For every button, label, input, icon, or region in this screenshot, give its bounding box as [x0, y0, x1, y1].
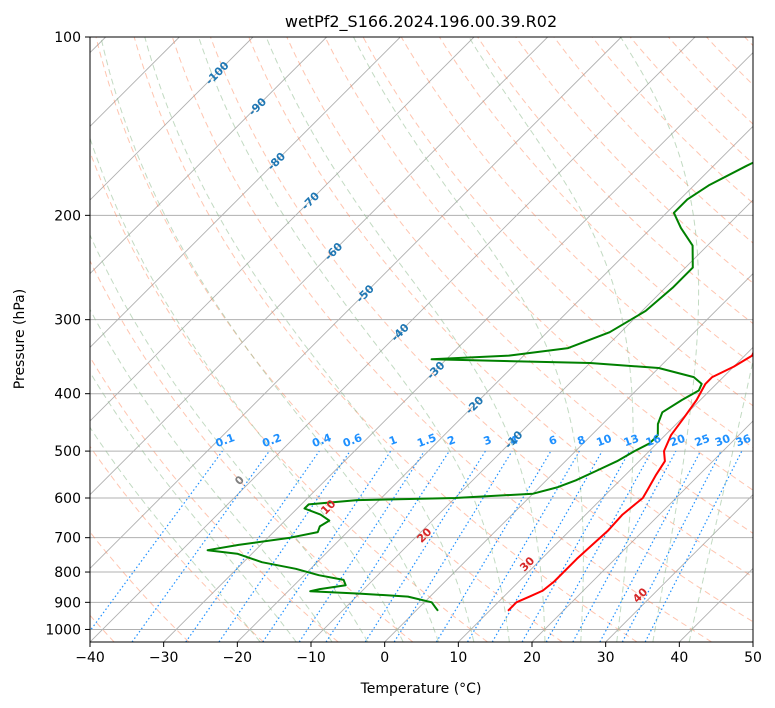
mixing-ratio-line: [185, 450, 320, 642]
y-tick-label: 800: [54, 565, 81, 581]
mixing-ratio-label: 6: [547, 433, 559, 448]
dry-adiabat-line: [591, 37, 753, 204]
mixing-ratio-label: 13: [622, 432, 641, 449]
isotherm-line: [90, 37, 696, 642]
x-tick-label: 40: [670, 650, 688, 666]
y-tick-label: 400: [54, 387, 81, 403]
isotherm-line: [458, 346, 753, 642]
mixing-ratio-label: 10: [595, 432, 614, 450]
x-tick-label: −10: [296, 650, 326, 666]
isotherm-line: [531, 420, 753, 642]
dry-adiabat-line: [171, 37, 712, 642]
mixing-ratio-line: [218, 450, 351, 642]
moist-adiabat-line: [353, 37, 584, 642]
y-tick-label: 200: [54, 208, 81, 224]
mixing-ratio-line: [364, 450, 486, 642]
dry-adiabat-line: [629, 37, 753, 165]
moist-adiabat-line: [90, 136, 404, 642]
mixing-ratio-line: [521, 450, 631, 642]
isotherm-line: [90, 37, 401, 348]
mixing-ratio-line: [325, 450, 450, 642]
mixing-ratio-label: 4: [508, 433, 520, 448]
dry-adiabat-line: [248, 37, 753, 578]
mixing-ratio-label: 1.5: [415, 431, 438, 450]
x-tick-label: −40: [75, 650, 105, 666]
dry-adiabat-line: [90, 445, 264, 642]
mixing-ratio-line: [545, 450, 653, 642]
mixing-ratio-label: 0.4: [310, 431, 333, 450]
dewpoint-profile-line: [206, 161, 753, 612]
plot-frame: [89, 36, 754, 643]
moist-adiabat-line: [265, 37, 546, 642]
x-tick-label: −20: [223, 650, 253, 666]
x-axis-label: Temperature (°C): [360, 681, 482, 697]
chart-title: wetPf2_S166.2024.196.00.39.R02: [285, 12, 557, 32]
dry-adiabat-line: [324, 37, 753, 491]
x-tick-label: 50: [744, 650, 762, 666]
mixing-ratio-label: 8: [576, 433, 588, 448]
x-tick-label: 20: [523, 650, 541, 666]
isotherm-line: [90, 37, 548, 496]
moist-adiabat-line: [620, 37, 700, 642]
isotherm-line: [605, 494, 753, 642]
moist-adiabat-line: [90, 233, 369, 642]
isotherm-line: [90, 37, 622, 569]
isotherm-line: [237, 125, 753, 642]
y-tick-label: 1000: [45, 622, 81, 638]
mixing-ratio-label: 36: [734, 432, 753, 450]
mixing-ratio-label: 0.6: [341, 431, 364, 450]
moist-adiabat-line: [144, 37, 475, 642]
mixing-ratio-label: 2: [446, 433, 458, 448]
dry-adiabat-line: [90, 259, 414, 642]
dry-adiabat-line: [362, 37, 753, 449]
dry-adiabat-line: [210, 37, 753, 623]
isotherm-line: [90, 37, 327, 275]
x-tick-label: 30: [597, 650, 615, 666]
mixing-ratio-line: [466, 450, 580, 642]
mixing-ratio-line: [393, 450, 513, 642]
mixing-ratio-label: 1: [387, 433, 399, 448]
x-tick-label: 0: [380, 650, 389, 666]
isotherm-line: [310, 199, 753, 642]
y-tick-label: 700: [54, 531, 81, 547]
y-tick-label: 500: [54, 444, 81, 460]
mixing-ratio-line: [491, 450, 603, 642]
y-tick-label: 300: [54, 313, 81, 329]
dry-adiabat-line: [515, 37, 753, 284]
x-tick-label: −30: [149, 650, 179, 666]
mixing-ratio-line: [435, 450, 552, 642]
mixing-ratio-label: 0.2: [260, 431, 283, 450]
dry-adiabat-line: [133, 37, 638, 642]
moist-adiabat-line: [90, 426, 261, 642]
isotherm-line: [90, 37, 254, 201]
dry-adiabat-line: [477, 37, 753, 325]
y-tick-label: 600: [54, 491, 81, 507]
mixing-ratio-line: [572, 450, 677, 642]
moist-adiabat-line: [198, 37, 510, 642]
mixing-ratio-label: 30: [713, 432, 732, 450]
mixing-ratio-label: 20: [668, 432, 687, 450]
mixing-ratio-label: 3: [482, 433, 494, 448]
moist-adiabat-line: [90, 308, 333, 642]
temperature-profile-line: [507, 350, 753, 612]
x-tick-label: 10: [449, 650, 467, 666]
moist-adiabat-line: [688, 358, 753, 642]
dry-adiabat-line: [400, 37, 753, 407]
y-axis-label: Pressure (hPa): [12, 289, 28, 389]
isotherm-line: [90, 37, 475, 422]
moist-adiabat-line: [90, 371, 297, 642]
mixing-ratio-label: 16: [644, 432, 663, 450]
isotherm-line: [384, 273, 753, 642]
mixing-ratio-label: 25: [693, 432, 712, 449]
mixing-ratio-label: 0.1: [214, 431, 237, 450]
y-tick-label: 900: [54, 595, 81, 611]
y-tick-label: 100: [54, 30, 81, 46]
